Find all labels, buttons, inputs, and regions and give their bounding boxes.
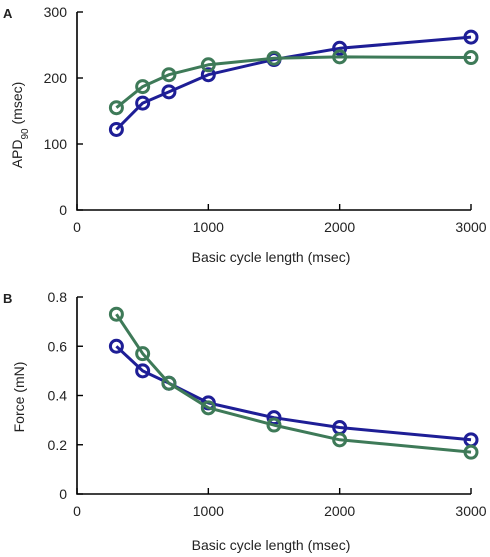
panel-b-xtick-label: 0 bbox=[73, 503, 81, 519]
panel-b-ytick-label: 0.6 bbox=[48, 338, 68, 354]
panel-a-xtick-label: 1000 bbox=[193, 219, 224, 235]
panel-a-ytick-label: 200 bbox=[44, 70, 68, 86]
panel-b-series-2-point bbox=[332, 432, 348, 448]
panel-b-series-2-line bbox=[115, 313, 472, 454]
panel-b-series-2-point bbox=[161, 375, 177, 391]
panel-a-series-1-point bbox=[332, 40, 348, 56]
panel-b-series-2-point bbox=[108, 306, 124, 322]
panel-a-ylabel-main: APD bbox=[9, 140, 25, 169]
panel-a-series-1-line bbox=[115, 35, 472, 131]
panel-b: B Force (mN) Basic cycle length (msec) 0… bbox=[3, 289, 487, 553]
panel-a-series-2-point bbox=[266, 50, 282, 66]
panel-b-series-1-line bbox=[115, 345, 472, 442]
panel-a-series-1-point bbox=[135, 95, 151, 111]
panel-b-letter: B bbox=[3, 291, 12, 306]
panel-b-series-1-point bbox=[108, 338, 124, 354]
panel-b-axes bbox=[76, 297, 471, 495]
panel-b-ylabel: Force (mN) bbox=[11, 362, 27, 433]
panel-a-series-2-point bbox=[161, 67, 177, 83]
panel-b-series-1-point bbox=[135, 363, 151, 379]
panel-a-ylabel-unit: (msec) bbox=[9, 82, 25, 129]
panel-b-ytick-label: 0.4 bbox=[48, 388, 68, 404]
panel-a-series-2-point bbox=[135, 79, 151, 95]
panel-b-ytick-label: 0.8 bbox=[48, 289, 68, 305]
panel-a-series-1-point bbox=[463, 29, 479, 45]
panel-b-series-2-point bbox=[200, 400, 216, 416]
panel-a-xtick-label: 0 bbox=[73, 219, 81, 235]
panel-a-letter: A bbox=[3, 6, 13, 21]
panel-b-ytick-label: 0.2 bbox=[48, 437, 68, 453]
panel-a-ylabel-sub: 90 bbox=[20, 128, 31, 140]
panel-b-xtick-label: 3000 bbox=[455, 503, 486, 519]
panel-a: A APD90 (msec) Basic cycle length (msec)… bbox=[3, 4, 487, 265]
panel-b-series-2-point bbox=[463, 444, 479, 460]
panel-a-axes bbox=[76, 12, 471, 211]
panel-a-series-2-line bbox=[115, 55, 472, 109]
panel-b-xlabel: Basic cycle length (msec) bbox=[192, 537, 351, 553]
panel-b-xtick-label: 1000 bbox=[193, 503, 224, 519]
panel-b-series-2-point bbox=[266, 417, 282, 433]
panel-a-series-1-point bbox=[161, 84, 177, 100]
panel-a-ytick-label: 0 bbox=[59, 202, 67, 218]
panel-a-series-2-point bbox=[463, 50, 479, 66]
panel-a-ytick-label: 300 bbox=[44, 4, 68, 20]
panel-a-series-2-point bbox=[200, 57, 216, 73]
panel-a-series-1-point bbox=[108, 121, 124, 137]
panel-a-ytick-label: 100 bbox=[44, 136, 68, 152]
panel-a-xtick-label: 2000 bbox=[324, 219, 355, 235]
panel-a-series-2-point bbox=[332, 49, 348, 65]
panel-b-series-2-point bbox=[135, 346, 151, 362]
panel-a-xtick-label: 3000 bbox=[455, 219, 486, 235]
panel-a-series-1-point bbox=[200, 67, 216, 83]
panel-a-xlabel: Basic cycle length (msec) bbox=[192, 249, 351, 265]
panel-a-series-2-point bbox=[108, 100, 124, 116]
panel-a-ylabel: APD90 (msec) bbox=[9, 82, 31, 169]
panel-b-xtick-label: 2000 bbox=[324, 503, 355, 519]
panel-b-ytick-label: 0 bbox=[59, 486, 67, 502]
